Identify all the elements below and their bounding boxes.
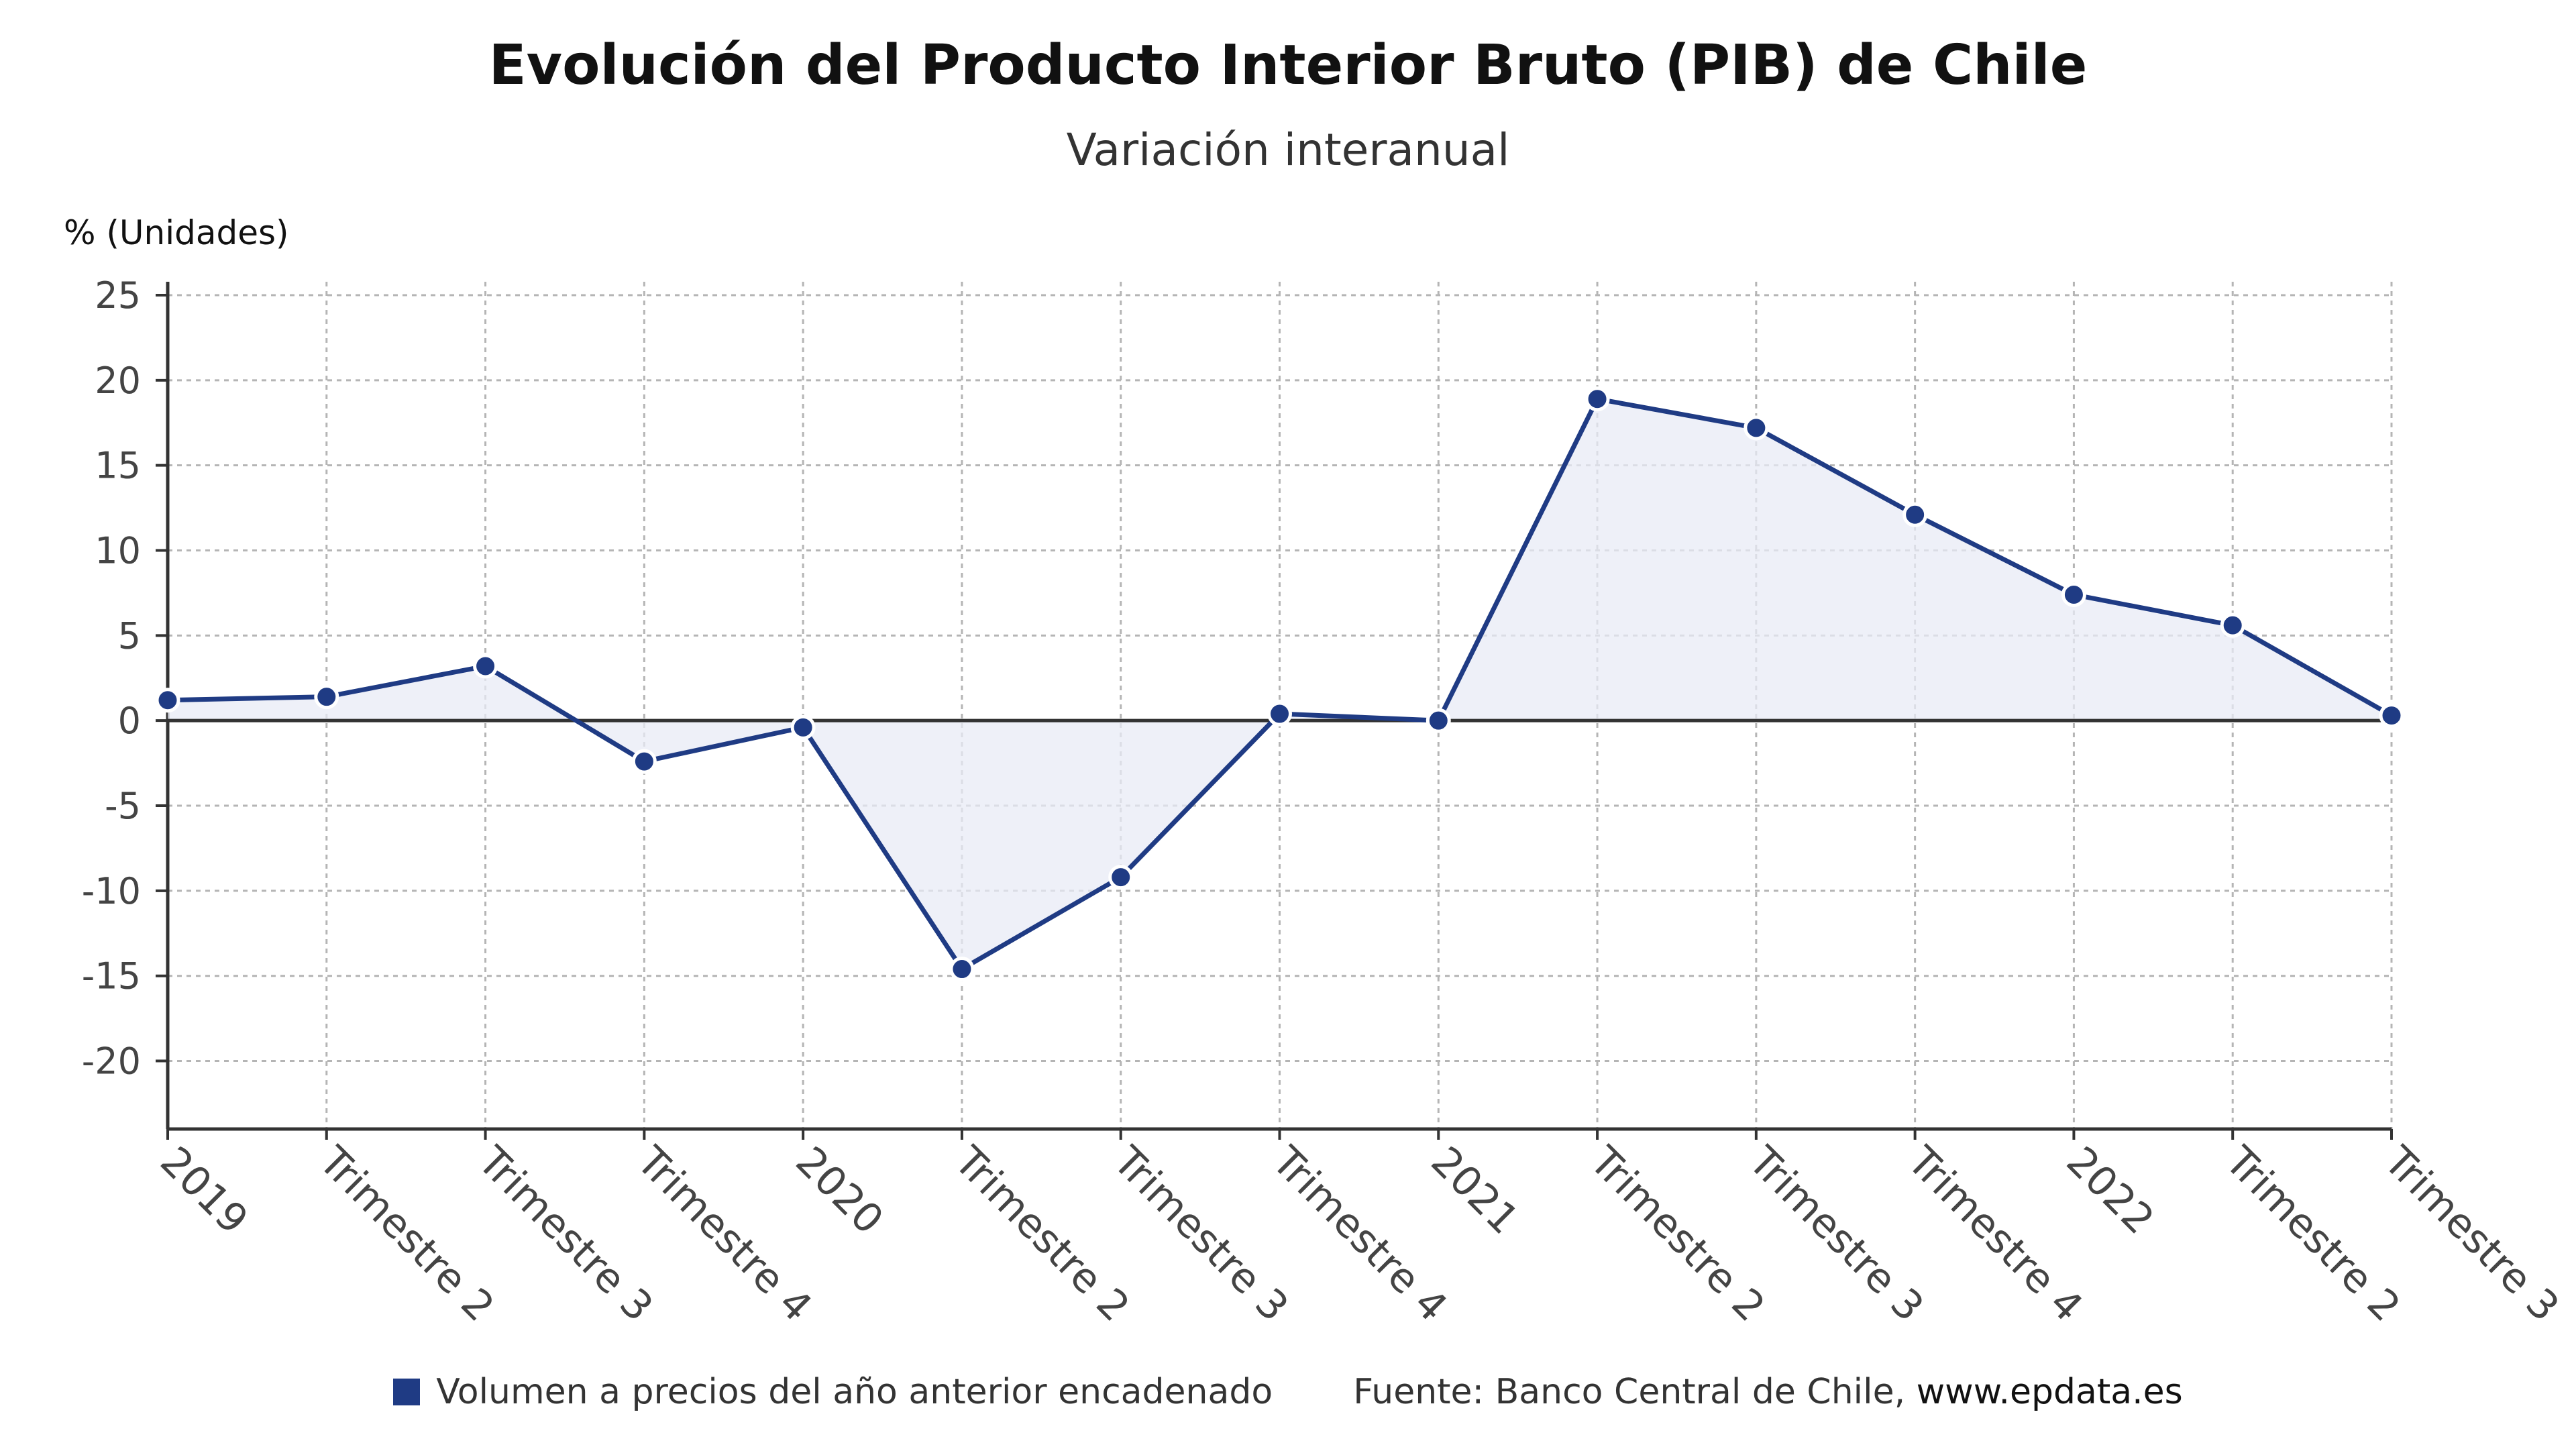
y-tick-label: 10 (95, 530, 141, 572)
x-tick-label: 2021 (1422, 1138, 1527, 1243)
y-tick-label: 25 (95, 274, 141, 317)
legend-label: Volumen a precios del año anterior encad… (436, 1372, 1273, 1412)
source-note: Fuente: Banco Central de Chile, www.epda… (1353, 1372, 2183, 1412)
y-tick-label: -5 (105, 785, 141, 827)
y-tick-label: -15 (82, 955, 141, 998)
legend-swatch-icon (393, 1379, 421, 1405)
y-tick-label: -10 (82, 870, 141, 912)
data-point (1585, 386, 1610, 412)
x-tick-label: 2022 (2057, 1138, 2163, 1243)
x-tick-label: 2020 (787, 1138, 892, 1243)
y-tick-label: 20 (95, 360, 141, 402)
data-point (314, 684, 339, 710)
chart-footer: Volumen a precios del año anterior encad… (0, 1372, 2576, 1412)
legend-item[interactable]: Volumen a precios del año anterior encad… (393, 1372, 1273, 1412)
source-link[interactable]: www.epdata.es (1916, 1372, 2183, 1412)
data-point (1267, 701, 1292, 727)
data-point (155, 688, 180, 713)
data-point (2061, 582, 2086, 607)
data-point (2379, 703, 2404, 729)
chart-title: Evolución del Producto Interior Bruto (P… (488, 34, 2088, 97)
data-point (2220, 612, 2245, 638)
data-point (1743, 415, 1769, 441)
x-tick-label: 2019 (151, 1138, 256, 1243)
data-point (473, 653, 498, 679)
y-tick-label: 5 (118, 614, 141, 657)
data-point (1426, 708, 1451, 733)
y-tick-label: -20 (82, 1040, 141, 1083)
source-text: Fuente: Banco Central de Chile, (1353, 1372, 1917, 1412)
data-point (949, 957, 975, 982)
y-axis-unit-label: % (Unidades) (64, 213, 289, 252)
data-point (631, 749, 657, 774)
data-point (1902, 502, 1928, 527)
data-point (790, 714, 816, 740)
y-tick-label: 15 (95, 445, 141, 487)
y-tick-label: 0 (118, 700, 141, 742)
series-area (168, 398, 2392, 969)
data-point (1108, 865, 1134, 890)
chart-subtitle: Variación interanual (1066, 124, 1510, 176)
